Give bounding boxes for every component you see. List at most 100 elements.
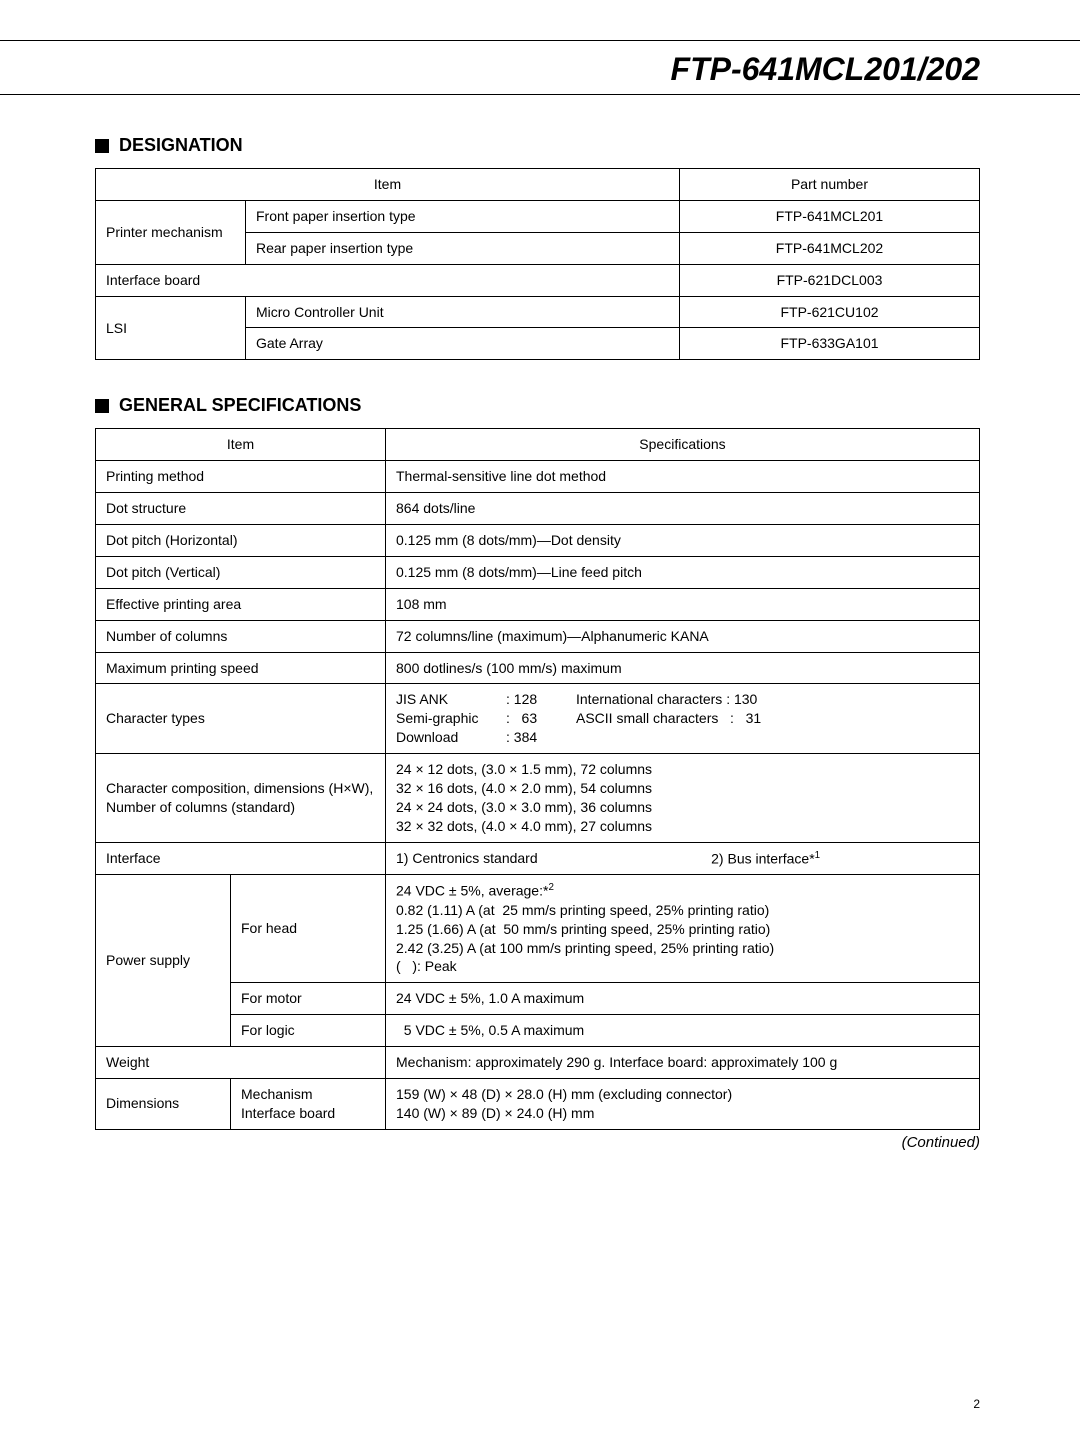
table-row: Character composition, dimensions (H×W),… bbox=[96, 754, 980, 843]
dim-sub1: Mechanism bbox=[241, 1085, 375, 1104]
cc-l3: 24 × 24 dots, (3.0 × 3.0 mm), 36 columns bbox=[396, 798, 969, 817]
col-part: Part number bbox=[680, 169, 980, 201]
cell-sub: Rear paper insertion type bbox=[246, 232, 680, 264]
continued-note: (Continued) bbox=[95, 1134, 980, 1151]
ps-h-l3: 1.25 (1.66) A (at 50 mm/s printing speed… bbox=[396, 920, 969, 939]
ps-h-l1: 24 VDC ± 5%, average:*2 bbox=[396, 881, 969, 901]
ps-h-l5: ( ): Peak bbox=[396, 957, 969, 976]
cell-sub: Micro Controller Unit bbox=[246, 296, 680, 328]
cell-value: JIS ANK : 128 International characters :… bbox=[386, 684, 980, 754]
ct-l1c: International characters : 130 bbox=[576, 690, 757, 709]
cell-group: Printer mechanism bbox=[96, 200, 246, 264]
cell-value: 108 mm bbox=[386, 588, 980, 620]
page-number: 2 bbox=[973, 1397, 980, 1411]
table-row: Printer mechanism Front paper insertion … bbox=[96, 200, 980, 232]
col-spec: Specifications bbox=[386, 429, 980, 461]
cell-value: Thermal-sensitive line dot method bbox=[386, 461, 980, 493]
table-row: Power supply For head 24 VDC ± 5%, avera… bbox=[96, 875, 980, 983]
cell-label: Number of columns bbox=[96, 620, 386, 652]
page-title: FTP-641MCL201/202 bbox=[0, 41, 1080, 94]
table-row: Dimensions Mechanism Interface board 159… bbox=[96, 1079, 980, 1130]
cell-value: 24 × 12 dots, (3.0 × 1.5 mm), 72 columns… bbox=[386, 754, 980, 843]
cell-value: 0.125 mm (8 dots/mm)—Dot density bbox=[386, 525, 980, 557]
cell-sub: Gate Array bbox=[246, 328, 680, 360]
cell-label: Interface bbox=[96, 842, 386, 875]
table-row: Weight Mechanism: approximately 290 g. I… bbox=[96, 1047, 980, 1079]
cell-value: 864 dots/line bbox=[386, 493, 980, 525]
designation-table: Item Part number Printer mechanism Front… bbox=[95, 168, 980, 360]
cell-value: 159 (W) × 48 (D) × 28.0 (H) mm (excludin… bbox=[386, 1079, 980, 1130]
cell-label: Dimensions bbox=[96, 1079, 231, 1130]
ct-l2c: ASCII small characters : 31 bbox=[576, 709, 761, 728]
cell-sub: For motor bbox=[231, 983, 386, 1015]
general-heading-text: GENERAL SPECIFICATIONS bbox=[119, 395, 361, 416]
cell-label: Dot pitch (Vertical) bbox=[96, 556, 386, 588]
ct-l2a: Semi-graphic bbox=[396, 709, 506, 728]
ct-l1b: : 128 bbox=[506, 690, 576, 709]
dim-sub2: Interface board bbox=[241, 1104, 375, 1123]
table-row: Dot structure 864 dots/line bbox=[96, 493, 980, 525]
cell-label: Printing method bbox=[96, 461, 386, 493]
cell-value: 24 VDC ± 5%, 1.0 A maximum bbox=[386, 983, 980, 1015]
cell-value: 72 columns/line (maximum)—Alphanumeric K… bbox=[386, 620, 980, 652]
if-v2: 2) Bus interface*1 bbox=[711, 849, 820, 869]
cell-value: 5 VDC ± 5%, 0.5 A maximum bbox=[386, 1015, 980, 1047]
cell-label: Dot structure bbox=[96, 493, 386, 525]
cell-value: 800 dotlines/s (100 mm/s) maximum bbox=[386, 652, 980, 684]
cell-part: FTP-641MCL202 bbox=[680, 232, 980, 264]
table-row: Dot pitch (Horizontal) 0.125 mm (8 dots/… bbox=[96, 525, 980, 557]
table-row: Interface 1) Centronics standard 2) Bus … bbox=[96, 842, 980, 875]
general-heading: GENERAL SPECIFICATIONS bbox=[95, 395, 980, 416]
square-bullet-icon bbox=[95, 399, 109, 413]
ct-l3a: Download bbox=[396, 728, 506, 747]
cell-value: 0.125 mm (8 dots/mm)—Line feed pitch bbox=[386, 556, 980, 588]
cell-sub: Mechanism Interface board bbox=[231, 1079, 386, 1130]
if-v1: 1) Centronics standard bbox=[396, 849, 711, 869]
cell-value: Mechanism: approximately 290 g. Interfac… bbox=[386, 1047, 980, 1079]
cell-label: Dot pitch (Horizontal) bbox=[96, 525, 386, 557]
cell-part: FTP-641MCL201 bbox=[680, 200, 980, 232]
designation-heading-text: DESIGNATION bbox=[119, 135, 243, 156]
table-row: Effective printing area 108 mm bbox=[96, 588, 980, 620]
table-header-row: Item Part number bbox=[96, 169, 980, 201]
ps-h-l4: 2.42 (3.25) A (at 100 mm/s printing spee… bbox=[396, 939, 969, 958]
cc-l4: 32 × 32 dots, (4.0 × 4.0 mm), 27 columns bbox=[396, 817, 969, 836]
cell-part: FTP-621DCL003 bbox=[680, 264, 980, 296]
ct-l3b: : 384 bbox=[506, 728, 576, 747]
col-item: Item bbox=[96, 169, 680, 201]
table-row: Character types JIS ANK : 128 Internatio… bbox=[96, 684, 980, 754]
square-bullet-icon bbox=[95, 139, 109, 153]
col-item: Item bbox=[96, 429, 386, 461]
cell-sub: For head bbox=[231, 875, 386, 983]
cell-sub: Front paper insertion type bbox=[246, 200, 680, 232]
table-row: Number of columns 72 columns/line (maxim… bbox=[96, 620, 980, 652]
cell-sub: For logic bbox=[231, 1015, 386, 1047]
cell-part: FTP-633GA101 bbox=[680, 328, 980, 360]
cell-value: 1) Centronics standard 2) Bus interface*… bbox=[386, 842, 980, 875]
cell-label: Effective printing area bbox=[96, 588, 386, 620]
cell-group: LSI bbox=[96, 296, 246, 360]
ct-l2b: : 63 bbox=[506, 709, 576, 728]
ps-h-l2: 0.82 (1.11) A (at 25 mm/s printing speed… bbox=[396, 901, 969, 920]
dim-l2: 140 (W) × 89 (D) × 24.0 (H) mm bbox=[396, 1104, 969, 1123]
ct-l1a: JIS ANK bbox=[396, 690, 506, 709]
cell-label: Maximum printing speed bbox=[96, 652, 386, 684]
cell-label: Power supply bbox=[96, 875, 231, 1047]
spec-table: Item Specifications Printing method Ther… bbox=[95, 428, 980, 1129]
cc-l2: 32 × 16 dots, (4.0 × 2.0 mm), 54 columns bbox=[396, 779, 969, 798]
table-row: Interface board FTP-621DCL003 bbox=[96, 264, 980, 296]
cc-l1: 24 × 12 dots, (3.0 × 1.5 mm), 72 columns bbox=[396, 760, 969, 779]
designation-heading: DESIGNATION bbox=[95, 135, 980, 156]
table-row: LSI Micro Controller Unit FTP-621CU102 bbox=[96, 296, 980, 328]
cell-label: Character types bbox=[96, 684, 386, 754]
table-row: Dot pitch (Vertical) 0.125 mm (8 dots/mm… bbox=[96, 556, 980, 588]
cell-label: Character composition, dimensions (H×W),… bbox=[96, 754, 386, 843]
dim-l1: 159 (W) × 48 (D) × 28.0 (H) mm (excludin… bbox=[396, 1085, 969, 1104]
table-header-row: Item Specifications bbox=[96, 429, 980, 461]
cell-label: Weight bbox=[96, 1047, 386, 1079]
cell-group: Interface board bbox=[96, 264, 680, 296]
table-row: Maximum printing speed 800 dotlines/s (1… bbox=[96, 652, 980, 684]
cell-part: FTP-621CU102 bbox=[680, 296, 980, 328]
cell-value: 24 VDC ± 5%, average:*2 0.82 (1.11) A (a… bbox=[386, 875, 980, 983]
table-row: Printing method Thermal-sensitive line d… bbox=[96, 461, 980, 493]
